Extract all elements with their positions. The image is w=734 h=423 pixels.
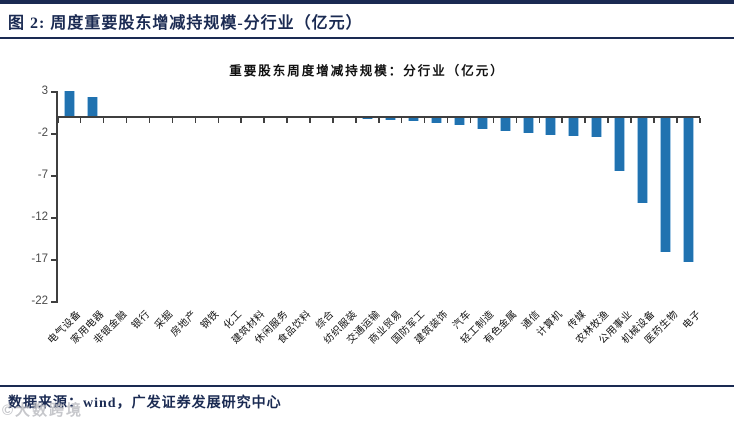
x-axis-label: 钢铁 <box>199 308 222 332</box>
x-axis-label: 电子 <box>680 308 704 332</box>
y-axis-tick <box>51 259 56 261</box>
x-axis-tick <box>469 118 472 124</box>
x-axis-tick <box>125 118 128 124</box>
bar <box>637 117 649 203</box>
footer-divider <box>0 385 734 387</box>
x-axis-tick <box>446 118 449 124</box>
x-axis-tick <box>217 118 219 124</box>
x-axis-tick <box>355 118 357 124</box>
bar <box>407 117 419 121</box>
bar <box>683 117 695 262</box>
x-axis-tick <box>676 118 678 124</box>
x-axis-tick <box>79 118 82 124</box>
y-axis-label: -17 <box>31 253 48 265</box>
data-source-note: 数据来源：wind，广发证券发展研究中心 <box>8 396 282 411</box>
y-axis-tick <box>51 91 56 93</box>
x-axis-tick <box>286 118 288 124</box>
header-divider <box>0 37 734 39</box>
y-axis-label: -12 <box>31 211 48 223</box>
x-axis-tick <box>423 118 426 124</box>
bar <box>545 117 557 135</box>
x-axis-tick <box>148 118 151 124</box>
x-axis-tick <box>240 118 242 124</box>
y-axis-label: 3 <box>41 85 48 97</box>
y-axis-tick <box>51 175 56 177</box>
x-axis-tick <box>515 118 518 124</box>
x-axis-tick <box>263 118 265 124</box>
x-axis-tick <box>653 118 655 124</box>
bar <box>430 117 442 124</box>
bar-chart-region: 重要股东周度增减持规模：分行业（亿元） 3 -2 -7 -12 -17 -22 电气设备 家用… <box>0 39 734 385</box>
bar <box>568 117 580 136</box>
x-axis-tick <box>309 118 311 124</box>
x-axis-tick <box>171 118 174 124</box>
y-axis-label: -22 <box>31 295 48 307</box>
x-axis-tick <box>102 118 105 124</box>
x-axis-tick <box>607 118 609 124</box>
y-axis-label: -2 <box>37 127 48 139</box>
x-axis-tick <box>378 118 380 124</box>
x-axis-tick <box>630 118 632 124</box>
bar <box>660 117 672 252</box>
x-axis-tick <box>699 118 701 124</box>
x-axis-tick <box>492 118 495 124</box>
x-axis-tick <box>194 118 197 124</box>
y-axis-label: -7 <box>37 169 48 181</box>
x-axis-tick <box>332 118 334 124</box>
bar <box>384 117 396 120</box>
bar <box>453 117 465 125</box>
figure-title: 图 2: 周度重要股东增减持规模-分行业（亿元） <box>8 14 363 32</box>
top-border-rule <box>0 0 734 4</box>
bar <box>86 97 98 118</box>
chart-title: 重要股东周度增减持规模：分行业（亿元） <box>229 64 505 78</box>
y-axis-line <box>56 91 58 303</box>
bar <box>63 91 75 118</box>
x-axis-tick <box>584 118 586 124</box>
x-axis-tick <box>538 118 540 124</box>
bar <box>591 117 603 138</box>
x-axis-tick <box>561 118 563 124</box>
bar <box>614 117 626 171</box>
bar <box>476 117 488 129</box>
x-axis-tick <box>57 118 59 124</box>
y-axis-tick <box>51 133 56 135</box>
figure-header: 图 2: 周度重要股东增减持规模-分行业（亿元） <box>0 4 734 37</box>
y-axis-tick <box>51 301 56 303</box>
x-axis-tick <box>400 118 403 124</box>
bar <box>522 117 534 134</box>
plot-area: 3 -2 -7 -12 -17 -22 电气设备 家用电器 非银金融 银行 采掘 房地产 钢铁 化工 建筑材… <box>0 39 734 385</box>
figure-footer: 数据来源：wind，广发证券发展研究中心 <box>0 387 734 423</box>
y-axis-tick <box>51 217 56 219</box>
x-axis-label: 银行 <box>130 308 153 332</box>
x-axis-line <box>56 116 700 119</box>
bar <box>499 117 511 132</box>
